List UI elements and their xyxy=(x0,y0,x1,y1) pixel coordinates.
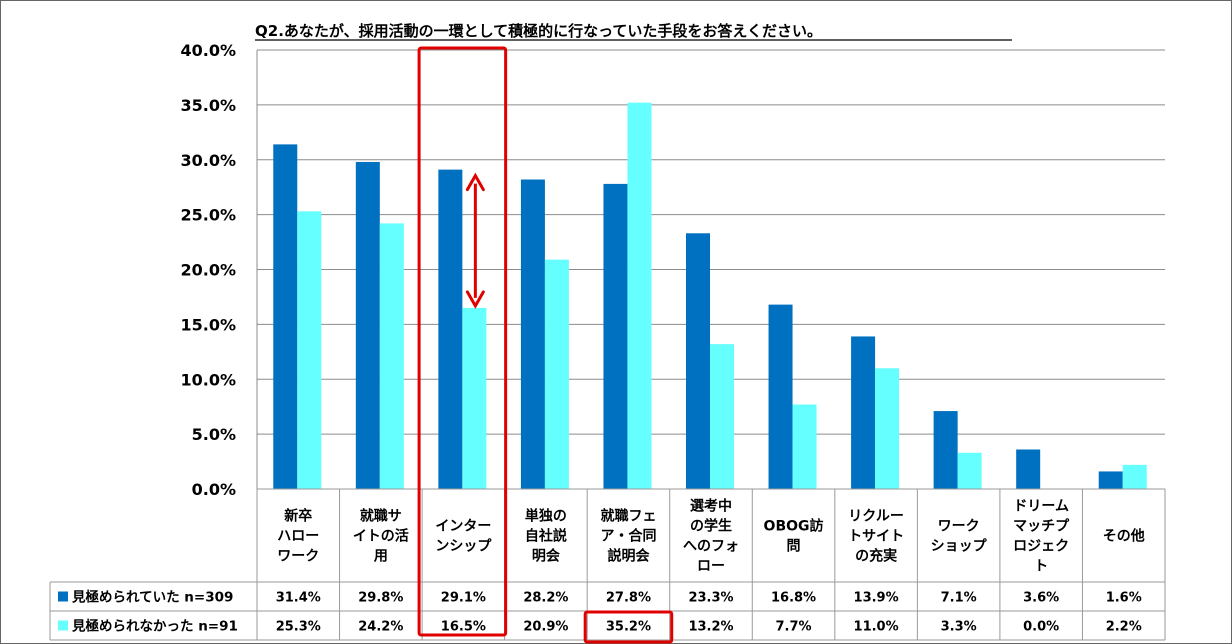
category-label: 単独の自社説明会 xyxy=(525,508,567,565)
y-tick-label: 40.0% xyxy=(180,41,236,60)
bar-series-1 xyxy=(1098,471,1123,489)
bar-series-1 xyxy=(273,144,298,489)
y-tick-label: 20.0% xyxy=(180,261,236,280)
bar-series-2 xyxy=(627,102,652,490)
category-label: ドリームマッチプロジェクト xyxy=(1013,499,1070,575)
data-label: 24.2% xyxy=(358,620,403,635)
data-label: 2.2% xyxy=(1106,620,1142,635)
data-label: 35.2% xyxy=(606,620,651,635)
bar-series-2 xyxy=(1122,464,1147,489)
bar-series-1 xyxy=(520,179,545,489)
category-label: 新卒ハローワーク xyxy=(277,508,319,565)
bar-series-2 xyxy=(462,307,487,489)
data-label: 31.4% xyxy=(276,591,321,606)
bar-series-1 xyxy=(355,161,380,489)
data-label: 20.9% xyxy=(523,620,568,635)
category-label: インターンシップ xyxy=(435,519,492,555)
data-label: 25.3% xyxy=(276,620,321,635)
bar-series-1 xyxy=(686,233,710,489)
y-tick-label: 30.0% xyxy=(180,151,236,170)
chart-title: Q2.あなたが、採用活動の一環として積極的に行なっていた手段をお答えください。 xyxy=(255,22,822,40)
bar-series-1 xyxy=(851,336,876,489)
bar-series-1 xyxy=(768,304,793,489)
bar-series-2 xyxy=(792,404,817,489)
data-label: 7.7% xyxy=(776,620,812,635)
data-label: 27.8% xyxy=(606,591,651,606)
bar-series-2 xyxy=(297,211,322,489)
data-label: 16.5% xyxy=(441,620,486,635)
data-label: 7.1% xyxy=(941,591,977,606)
bar-series-2 xyxy=(544,259,569,489)
y-tick-label: 15.0% xyxy=(180,315,236,334)
bar-series-1 xyxy=(438,169,463,489)
category-label: リクルートサイトの充実 xyxy=(848,509,904,565)
bar-series-1 xyxy=(933,411,958,489)
data-label: 23.3% xyxy=(688,591,733,606)
legend-swatch xyxy=(58,620,68,631)
category-label: 就職フェア・合同説明会 xyxy=(600,508,656,565)
data-label: 1.6% xyxy=(1106,591,1142,606)
category-label: ワークショップ xyxy=(931,519,988,555)
data-label: 3.3% xyxy=(941,620,977,635)
highlight-column-box xyxy=(417,46,508,637)
y-axis: 0.0% 5.0% 10.0% 15.0% 20.0% 25.0% 30.0% 35.0% 40… xyxy=(180,41,258,499)
bar-series-2 xyxy=(710,344,734,489)
data-label: 29.8% xyxy=(358,591,403,606)
bar-series-2 xyxy=(957,452,982,489)
bar-series-1 xyxy=(603,183,628,489)
y-tick-label: 35.0% xyxy=(180,96,236,115)
data-label: 16.8% xyxy=(771,591,816,606)
double-arrow-head-bottom xyxy=(465,290,485,309)
data-label: 29.1% xyxy=(441,591,486,606)
y-tick-label: 5.0% xyxy=(192,425,236,444)
data-label: 28.2% xyxy=(523,591,568,606)
data-label: 0.0% xyxy=(1023,620,1059,635)
data-label: 13.2% xyxy=(688,620,733,635)
category-label: その他 xyxy=(1103,528,1145,545)
bar-series-1 xyxy=(1016,449,1041,489)
bar-series-2 xyxy=(379,223,404,489)
double-arrow-head-top xyxy=(465,172,485,192)
annotations xyxy=(417,46,674,644)
bar-series-2 xyxy=(875,368,900,489)
legend-label: 見極められていた n=309 xyxy=(71,589,233,606)
data-label: 3.6% xyxy=(1023,591,1059,606)
legend-swatch xyxy=(58,591,68,602)
category-label: 就職サイトの活用 xyxy=(353,508,409,565)
data-table: 新卒ハローワーク就職サイトの活用インターンシップ単独の自社説明会就職フェア・合同… xyxy=(49,488,1166,641)
category-label: OBOG訪問 xyxy=(764,518,824,555)
data-label: 11.0% xyxy=(854,620,899,635)
category-label: 選考中の学生へのフォロー xyxy=(683,498,739,575)
y-tick-label: 25.0% xyxy=(180,206,236,225)
highlight-cell-box xyxy=(583,610,674,644)
y-tick-label: 0.0% xyxy=(192,480,236,499)
bars xyxy=(273,102,1147,490)
legend-label: 見極められなかった n=91 xyxy=(71,618,238,635)
y-tick-label: 10.0% xyxy=(180,370,236,389)
data-label: 13.9% xyxy=(854,591,899,606)
